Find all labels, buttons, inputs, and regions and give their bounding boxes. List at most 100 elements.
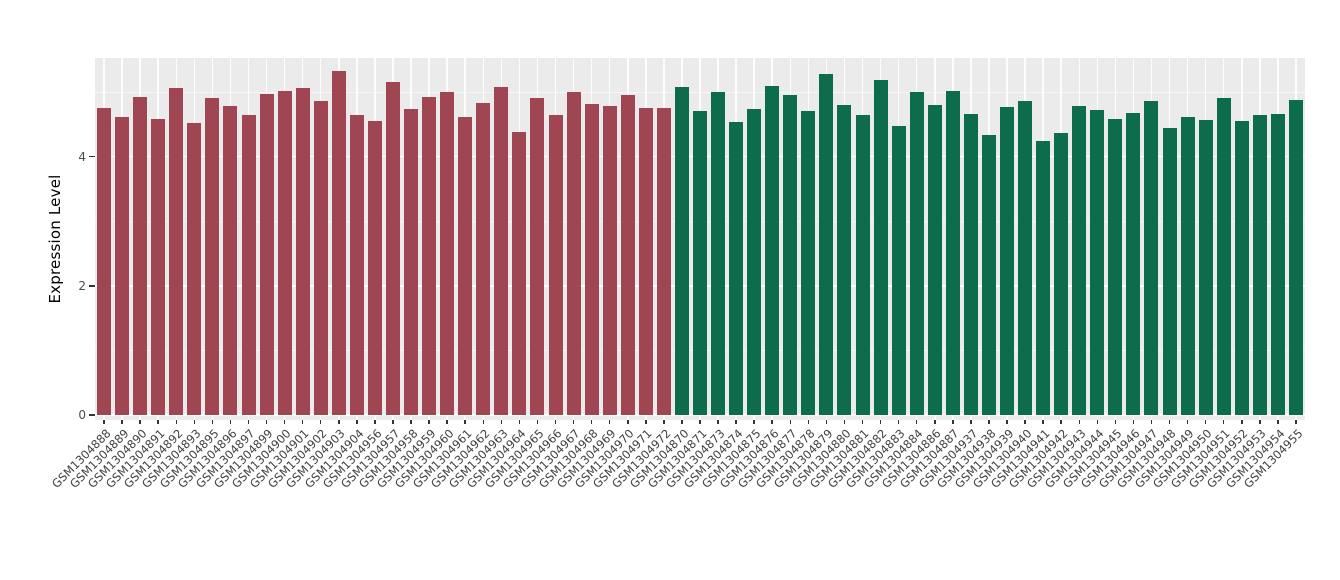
- x-tick-mark: [157, 420, 159, 424]
- x-tick-mark: [175, 420, 178, 424]
- y-tick-label: 2: [78, 278, 86, 293]
- x-tick-mark: [1024, 420, 1026, 424]
- x-tick-mark: [1132, 420, 1135, 424]
- bar-GSM1304941: [1036, 141, 1051, 415]
- bar-GSM1304878: [801, 111, 816, 415]
- x-tick-mark: [1006, 420, 1008, 424]
- bar-GSM1304881: [855, 114, 870, 415]
- bar-GSM1304870: [674, 87, 689, 415]
- x-tick-mark: [1295, 420, 1297, 424]
- x-tick-mark: [1150, 420, 1153, 424]
- x-tick-mark: [392, 420, 394, 424]
- bar-GSM1304874: [729, 121, 744, 415]
- x-tick-mark: [861, 420, 864, 424]
- bar-GSM1304903: [331, 71, 346, 415]
- x-tick-mark: [807, 420, 810, 424]
- bar-GSM1304958: [404, 109, 419, 415]
- x-tick-mark: [301, 420, 304, 424]
- plot-panel: [95, 58, 1305, 420]
- x-tick-mark: [1277, 420, 1279, 424]
- x-tick-mark: [338, 420, 340, 424]
- bar-GSM1304880: [837, 104, 852, 415]
- x-tick-mark: [1186, 420, 1189, 424]
- bar-GSM1304901: [295, 88, 310, 415]
- bar-GSM1304890: [133, 96, 148, 415]
- x-tick-mark: [1078, 420, 1080, 424]
- bar-GSM1304897: [241, 114, 256, 415]
- x-tick-mark: [988, 420, 990, 424]
- bar-GSM1304970: [620, 95, 635, 415]
- bar-GSM1304963: [494, 86, 509, 415]
- y-tick-mark: [89, 155, 95, 158]
- x-tick-mark: [265, 420, 268, 424]
- x-tick-mark: [500, 420, 503, 424]
- x-tick-mark: [356, 420, 358, 424]
- x-tick-mark: [699, 420, 701, 424]
- x-tick-mark: [627, 420, 629, 424]
- bar-GSM1304964: [512, 132, 527, 415]
- bar-GSM1304938: [981, 135, 996, 415]
- bar-GSM1304871: [693, 111, 707, 415]
- bar-GSM1304954: [1270, 113, 1285, 415]
- x-tick-mark: [446, 420, 448, 424]
- bar-GSM1304951: [1216, 98, 1231, 415]
- bar-GSM1304967: [566, 92, 581, 415]
- x-tick-mark: [193, 420, 196, 424]
- x-tick-mark: [735, 420, 737, 424]
- x-tick-mark: [283, 420, 286, 424]
- y-tick-label: 0: [78, 408, 86, 422]
- x-tick-mark: [1241, 420, 1243, 424]
- bar-GSM1304965: [530, 98, 545, 415]
- bar-GSM1304937: [963, 113, 978, 415]
- x-tick-mark: [211, 420, 214, 424]
- x-tick-mark: [482, 420, 485, 424]
- x-tick-mark: [319, 420, 322, 424]
- bar-GSM1304961: [458, 117, 473, 415]
- bar-GSM1304888: [97, 107, 112, 415]
- x-tick-mark: [753, 420, 755, 424]
- bar-GSM1304904: [349, 115, 364, 415]
- x-tick-mark: [1222, 420, 1225, 424]
- bar-GSM1304947: [1144, 101, 1159, 415]
- x-tick-mark: [934, 420, 936, 424]
- bar-GSM1304902: [313, 101, 328, 415]
- bar-GSM1304882: [873, 80, 888, 415]
- bar-GSM1304950: [1198, 119, 1213, 415]
- bar-GSM1304876: [765, 85, 780, 415]
- y-tick-mark: [89, 285, 95, 287]
- bar-GSM1304895: [205, 98, 220, 415]
- bar-GSM1304960: [440, 92, 455, 415]
- x-tick-mark: [952, 420, 954, 424]
- x-tick-mark: [374, 420, 376, 424]
- bar-GSM1304946: [1126, 113, 1141, 415]
- bar-GSM1304962: [476, 102, 491, 415]
- x-tick-mark: [428, 420, 430, 424]
- x-tick-mark: [1042, 420, 1044, 424]
- bar-GSM1304957: [385, 82, 400, 415]
- x-tick-mark: [536, 420, 539, 424]
- x-tick-mark: [103, 420, 105, 424]
- x-tick-mark: [825, 420, 828, 424]
- x-tick-mark: [410, 420, 412, 424]
- x-tick-mark: [897, 420, 900, 424]
- x-tick-mark: [229, 420, 232, 424]
- x-tick-mark: [518, 420, 521, 424]
- y-tick-label: 4: [78, 149, 86, 164]
- x-tick-mark: [1060, 420, 1062, 424]
- x-tick-mark: [1259, 420, 1261, 424]
- x-tick-mark: [1096, 420, 1099, 424]
- bar-GSM1304892: [169, 88, 184, 415]
- bar-GSM1304939: [1000, 106, 1014, 415]
- x-tick-mark: [645, 420, 647, 424]
- bar-GSM1304972: [656, 108, 671, 415]
- x-tick-mark: [121, 420, 123, 424]
- bar-GSM1304884: [909, 92, 924, 415]
- bar-GSM1304879: [819, 73, 834, 415]
- bar-GSM1304955: [1288, 99, 1303, 415]
- bar-GSM1304900: [277, 90, 292, 415]
- bar-GSM1304959: [422, 97, 437, 415]
- bar-GSM1304942: [1054, 133, 1069, 415]
- bar-GSM1304873: [711, 92, 726, 415]
- bar-GSM1304893: [187, 123, 202, 415]
